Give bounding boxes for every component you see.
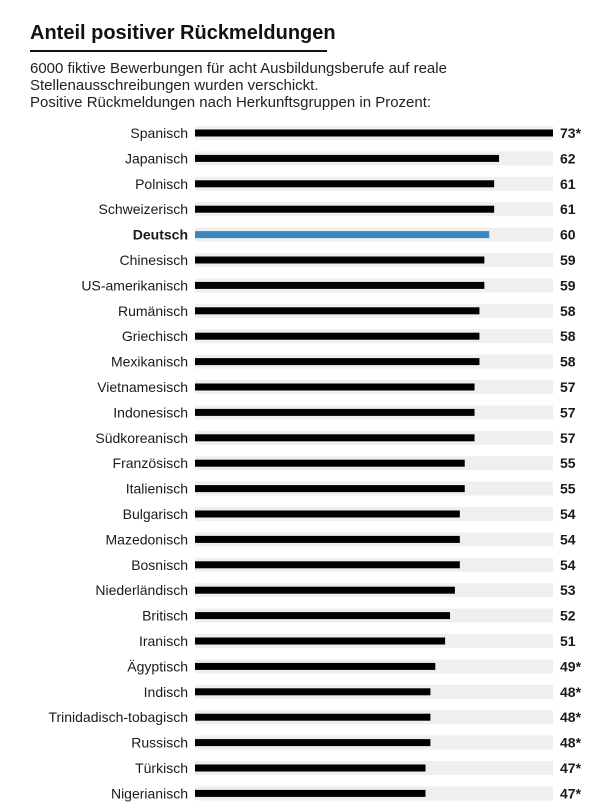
category-label: Türkisch bbox=[135, 760, 188, 776]
category-label: Mexikanisch bbox=[111, 354, 188, 370]
bar-türkisch bbox=[195, 764, 426, 772]
category-label: Nigerianisch bbox=[111, 785, 188, 801]
bar-polnisch bbox=[195, 180, 495, 188]
bar-japanisch bbox=[195, 154, 500, 162]
subtitle-line-1: 6000 fiktive Bewerbungen für acht Ausbil… bbox=[30, 60, 447, 77]
value-label: 48* bbox=[560, 709, 582, 725]
bar-russisch bbox=[195, 739, 431, 747]
bar-deutsch bbox=[195, 231, 490, 239]
value-label: 58 bbox=[560, 303, 576, 319]
category-label: Britisch bbox=[142, 608, 188, 624]
category-label: Bulgarisch bbox=[123, 506, 188, 522]
category-label: Spanisch bbox=[130, 125, 188, 141]
value-label: 55 bbox=[560, 481, 576, 497]
bar-südkoreanisch bbox=[195, 434, 475, 442]
value-label: 59 bbox=[560, 252, 576, 268]
bar-iranisch bbox=[195, 637, 446, 645]
bar-vietnamesisch bbox=[195, 383, 475, 391]
category-label: Französisch bbox=[113, 455, 188, 471]
category-label: Chinesisch bbox=[120, 252, 188, 268]
category-label: Indonesisch bbox=[113, 404, 188, 420]
bar-spanisch bbox=[195, 129, 553, 137]
subtitle-line-2: Stellenausschreibungen wurden verschickt… bbox=[30, 77, 319, 94]
value-label: 58 bbox=[560, 328, 576, 344]
value-label: 54 bbox=[560, 557, 576, 573]
bar-mexikanisch bbox=[195, 358, 480, 366]
bar-trinidadisch-tobagisch bbox=[195, 713, 431, 721]
value-label: 53 bbox=[560, 582, 576, 598]
value-label: 48* bbox=[560, 684, 582, 700]
category-label: Trinidadisch-tobagisch bbox=[48, 709, 188, 725]
value-label: 59 bbox=[560, 277, 576, 293]
bar-chinesisch bbox=[195, 256, 485, 264]
value-label: 54 bbox=[560, 531, 576, 547]
bar-indonesisch bbox=[195, 408, 475, 416]
value-label: 57 bbox=[560, 379, 576, 395]
bar-rumänisch bbox=[195, 307, 480, 315]
category-label: Iranisch bbox=[139, 633, 188, 649]
bar-schweizerisch bbox=[195, 205, 495, 213]
bar-ägyptisch bbox=[195, 662, 436, 670]
category-label: Schweizerisch bbox=[99, 201, 188, 217]
value-label: 49* bbox=[560, 658, 582, 674]
category-label: Indisch bbox=[144, 684, 188, 700]
title-underline bbox=[30, 50, 327, 52]
bar-nigerianisch bbox=[195, 789, 426, 797]
bar-französisch bbox=[195, 459, 465, 467]
category-label: Niederländisch bbox=[95, 582, 188, 598]
category-label: Rumänisch bbox=[118, 303, 188, 319]
value-label: 57 bbox=[560, 430, 576, 446]
category-label: Italienisch bbox=[126, 481, 188, 497]
chart-title: Anteil positiver Rückmeldungen bbox=[30, 22, 336, 44]
bar-italienisch bbox=[195, 485, 465, 493]
value-label: 54 bbox=[560, 506, 576, 522]
value-label: 48* bbox=[560, 735, 582, 751]
subtitle-line-3: Positive Rückmeldungen nach Herkunftsgru… bbox=[30, 94, 432, 111]
category-label: Südkoreanisch bbox=[95, 430, 188, 446]
category-label: Japanisch bbox=[125, 150, 188, 166]
chart-subtitle: 6000 fiktive Bewerbungen für acht Ausbil… bbox=[30, 60, 590, 111]
category-label: Bosnisch bbox=[131, 557, 188, 573]
category-label: Vietnamesisch bbox=[97, 379, 188, 395]
value-label: 58 bbox=[560, 354, 576, 370]
value-label: 57 bbox=[560, 404, 576, 420]
value-label: 47* bbox=[560, 785, 582, 801]
bar-bulgarisch bbox=[195, 510, 460, 518]
category-label: Griechisch bbox=[122, 328, 188, 344]
value-label: 60 bbox=[560, 227, 576, 243]
value-label: 52 bbox=[560, 608, 576, 624]
bar-indisch bbox=[195, 688, 431, 696]
bar-mazedonisch bbox=[195, 535, 460, 543]
category-label: Mazedonisch bbox=[106, 531, 189, 547]
category-label: Polnisch bbox=[135, 176, 188, 192]
bar-niederländisch bbox=[195, 586, 455, 594]
category-label: US-amerikanisch bbox=[81, 277, 188, 293]
bar-griechisch bbox=[195, 332, 480, 340]
category-label: Deutsch bbox=[133, 227, 188, 243]
category-label: Ägyptisch bbox=[127, 658, 188, 674]
value-label: 73* bbox=[560, 125, 582, 141]
value-label: 62 bbox=[560, 150, 576, 166]
value-label: 51 bbox=[560, 633, 576, 649]
value-label: 47* bbox=[560, 760, 582, 776]
value-label: 61 bbox=[560, 176, 576, 192]
bar-britisch bbox=[195, 612, 451, 620]
category-label: Russisch bbox=[131, 735, 188, 751]
bar-us-amerikanisch bbox=[195, 281, 485, 289]
bar-bosnisch bbox=[195, 561, 460, 569]
value-label: 55 bbox=[560, 455, 576, 471]
value-label: 61 bbox=[560, 201, 576, 217]
